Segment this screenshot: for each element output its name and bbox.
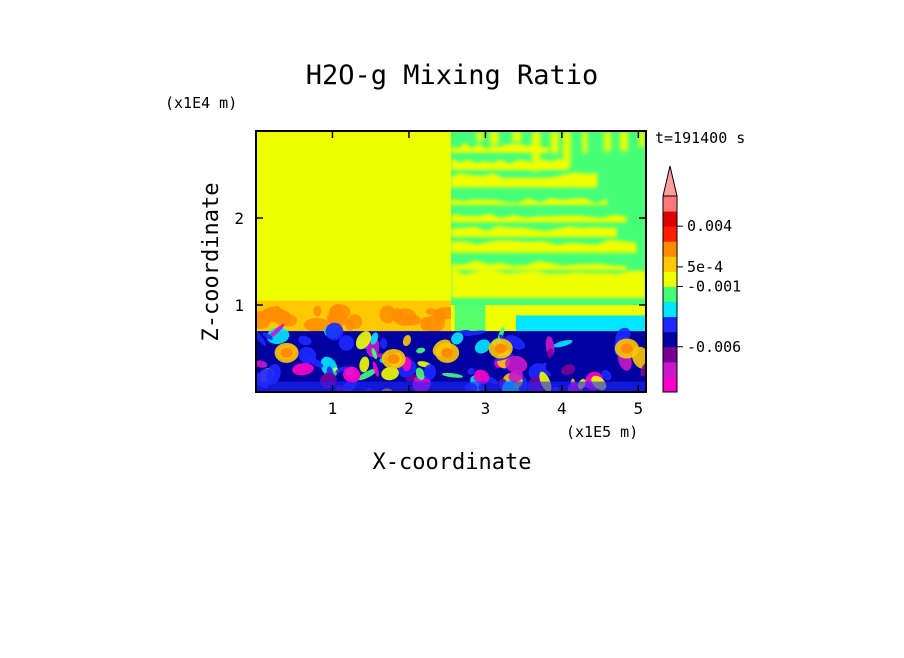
colorbar-label: -0.006	[687, 338, 741, 356]
colorbar-bin	[663, 361, 677, 378]
colorbar-label: -0.001	[687, 277, 741, 295]
colorbar-bin	[663, 331, 677, 348]
x-tick-label: 4	[557, 399, 567, 418]
x-tick-label: 5	[634, 399, 644, 418]
x-tick-label: 2	[404, 399, 414, 418]
y-tick-label: 1	[234, 296, 244, 315]
y-unit-label: (x1E4 m)	[165, 94, 237, 112]
colorbar-bin	[663, 301, 677, 318]
colorbar-label: 5e-4	[687, 258, 723, 276]
colorbar-bin	[663, 346, 677, 363]
y-axis: 12	[234, 209, 646, 315]
y-axis-label: Z-coordinate	[199, 183, 224, 342]
plot-field	[256, 131, 646, 392]
colorbar-bin	[663, 196, 677, 212]
colorbar-bin	[663, 211, 677, 227]
colorbar-bin	[663, 286, 677, 303]
chart-title: H2O-g Mixing Ratio	[306, 60, 599, 91]
x-unit-label: (x1E5 m)	[566, 423, 638, 441]
y-tick-label: 2	[234, 209, 244, 228]
turbulent-layer	[256, 322, 646, 392]
yellow-streaks	[451, 131, 646, 299]
colorbar: 0.004 5e-4-0.001 -0.006	[662, 165, 741, 393]
region-yellow	[256, 131, 452, 305]
colorbar-bin	[663, 271, 677, 287]
x-tick-label: 1	[328, 399, 338, 418]
colorbar-bin	[663, 376, 677, 393]
time-label: t=191400 s	[655, 129, 745, 147]
colorbar-extend	[662, 165, 678, 197]
colorbar-label: 0.004	[687, 217, 732, 235]
x-tick-label: 3	[481, 399, 491, 418]
colorbar-bin	[663, 226, 677, 242]
x-axis: 1 2 3 4 5	[328, 131, 644, 418]
colorbar-bin	[663, 256, 677, 272]
plot-frame	[255, 130, 647, 393]
orange-band	[256, 300, 646, 333]
colorbar-bin	[663, 241, 677, 257]
colorbar-bin	[663, 316, 677, 333]
x-axis-label: X-coordinate	[373, 450, 532, 475]
